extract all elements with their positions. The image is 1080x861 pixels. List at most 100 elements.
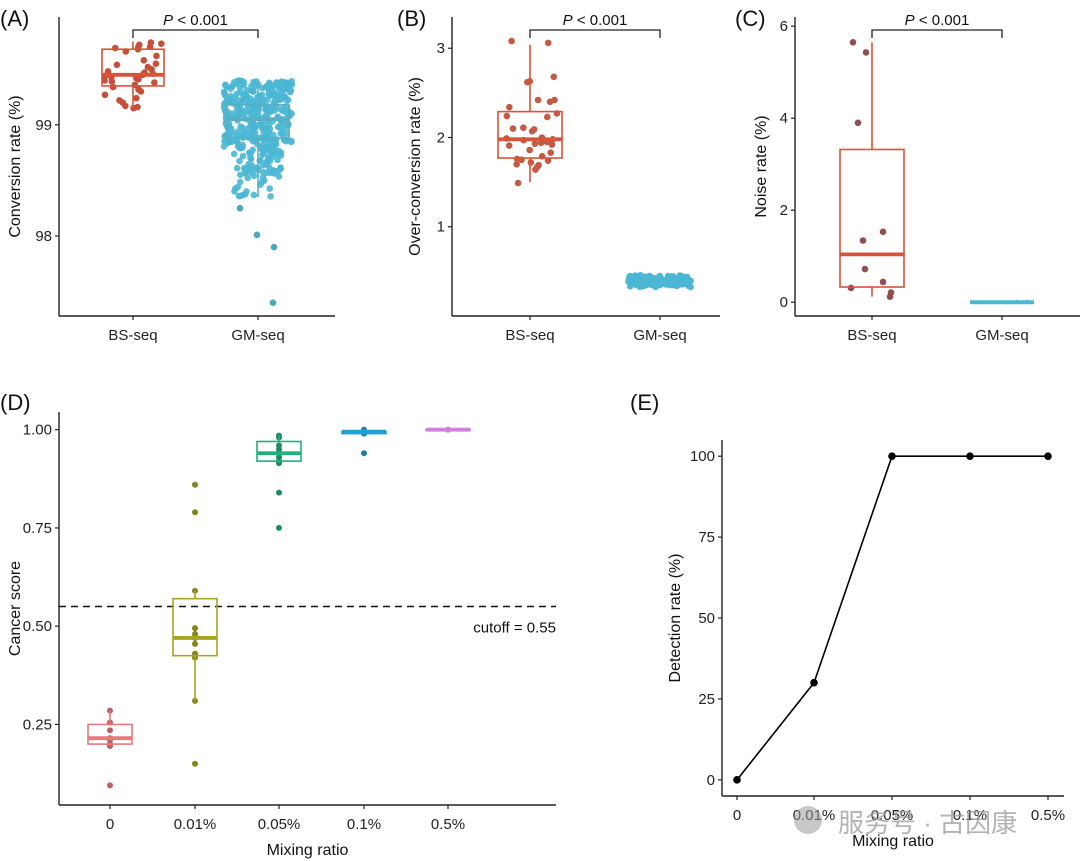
data-point xyxy=(505,142,513,149)
panel-label: (A) xyxy=(0,6,29,31)
data-point xyxy=(140,57,148,64)
data-point xyxy=(531,140,539,148)
data-point xyxy=(847,284,855,292)
x-tick-label: 0.05% xyxy=(871,807,914,824)
p-threshold: < 0.001 xyxy=(173,12,228,29)
panel-label: (C) xyxy=(735,6,766,31)
x-tick-label: 0 xyxy=(733,807,741,824)
data-point xyxy=(733,776,741,784)
box-iqr xyxy=(256,440,302,462)
y-tick-label: 0.75 xyxy=(23,520,52,537)
data-point xyxy=(270,138,278,145)
data-point xyxy=(260,96,267,104)
data-point xyxy=(192,509,198,516)
outlier-point xyxy=(269,299,277,306)
significance-bracket xyxy=(132,29,259,38)
data-point xyxy=(264,107,271,114)
data-point xyxy=(122,102,129,110)
y-tick-label: 0.50 xyxy=(23,618,52,635)
data-point xyxy=(271,107,278,114)
data-point xyxy=(544,157,552,164)
data-point xyxy=(543,113,551,121)
data-point xyxy=(107,727,113,734)
data-point xyxy=(227,92,235,100)
boxplot-BS-seq xyxy=(101,41,165,109)
data-point xyxy=(532,166,539,173)
data-point xyxy=(275,173,283,180)
watermark: 服务号 · 古因康 xyxy=(794,806,1017,838)
data-point xyxy=(666,282,673,289)
data-point xyxy=(275,123,282,131)
cutoff-label: cutoff = 0.55 xyxy=(473,620,556,637)
panel-d: 0.25 0.50 0.75 1.00 0 0.01% 0.05% 0.1% 0.5% Cance… xyxy=(0,390,556,859)
data-point xyxy=(265,86,273,94)
data-point xyxy=(277,149,285,156)
x-tick-label: GM-seq xyxy=(231,327,284,344)
data-point xyxy=(247,154,254,161)
boxplot-0 xyxy=(87,710,133,747)
x-tick-label: 0.01% xyxy=(174,816,217,833)
data-points xyxy=(847,39,1029,305)
p-value-label: P < 0.001 xyxy=(905,12,970,29)
data-point xyxy=(277,165,285,173)
y-tick-label: 6 xyxy=(780,18,788,35)
data-point xyxy=(862,49,870,56)
x-tick-label: 0 xyxy=(106,816,114,833)
y-tick-label: 4 xyxy=(780,110,788,127)
boxplot-GM-seq xyxy=(226,80,290,198)
y-tick-label: 100 xyxy=(690,448,715,465)
data-point xyxy=(537,139,545,147)
data-point xyxy=(550,73,558,81)
data-point xyxy=(107,782,113,789)
data-point xyxy=(108,78,116,85)
data-point xyxy=(222,81,229,89)
y-tick-label: 1.00 xyxy=(23,422,52,439)
x-tick-label: 0.5% xyxy=(1031,807,1065,824)
box-iqr xyxy=(497,110,563,159)
panel-label: (D) xyxy=(0,390,31,415)
y-axis-title: Detection rate (%) xyxy=(667,554,684,683)
y-axis-title: Over-conversion rate (%) xyxy=(407,77,424,256)
data-point xyxy=(243,188,250,195)
data-point xyxy=(849,39,857,46)
data-point xyxy=(192,640,198,647)
data-point xyxy=(251,124,259,131)
data-point xyxy=(674,276,681,284)
data-point xyxy=(859,237,867,244)
data-point xyxy=(152,60,160,67)
data-point xyxy=(101,77,108,84)
box-iqr xyxy=(101,48,165,87)
data-point xyxy=(252,105,259,113)
data-point xyxy=(514,179,522,187)
watermark-logo-icon xyxy=(794,806,822,834)
data-point xyxy=(236,157,243,165)
data-point xyxy=(520,124,527,131)
p-symbol: P xyxy=(563,12,573,29)
p-value-label: P < 0.001 xyxy=(163,12,228,29)
data-point xyxy=(503,112,511,120)
data-point xyxy=(633,279,641,287)
panel-a: 98 99 BS-seq GM-seq Conversion rate (%) (A) P … xyxy=(0,6,335,344)
y-tick-label: 75 xyxy=(698,529,715,546)
box-iqr xyxy=(839,148,905,288)
x-tick-label: BS-seq xyxy=(847,327,896,344)
data-points xyxy=(101,39,296,306)
data-point xyxy=(653,274,661,282)
data-point xyxy=(237,123,244,130)
p-threshold: < 0.001 xyxy=(573,12,628,29)
y-tick-label: 3 xyxy=(437,40,445,57)
outlier-point xyxy=(253,231,261,239)
boxplot-0.01% xyxy=(172,590,218,701)
data-point xyxy=(158,40,165,47)
y-tick-label: 99 xyxy=(35,117,52,134)
boxplot-0.1% xyxy=(341,429,387,435)
y-tick-label: 50 xyxy=(698,610,715,627)
data-point xyxy=(153,52,160,60)
data-point xyxy=(237,77,245,85)
data-point xyxy=(233,164,241,172)
data-point xyxy=(628,273,635,280)
data-point xyxy=(260,130,267,138)
data-point xyxy=(861,265,869,273)
data-point xyxy=(508,37,515,45)
